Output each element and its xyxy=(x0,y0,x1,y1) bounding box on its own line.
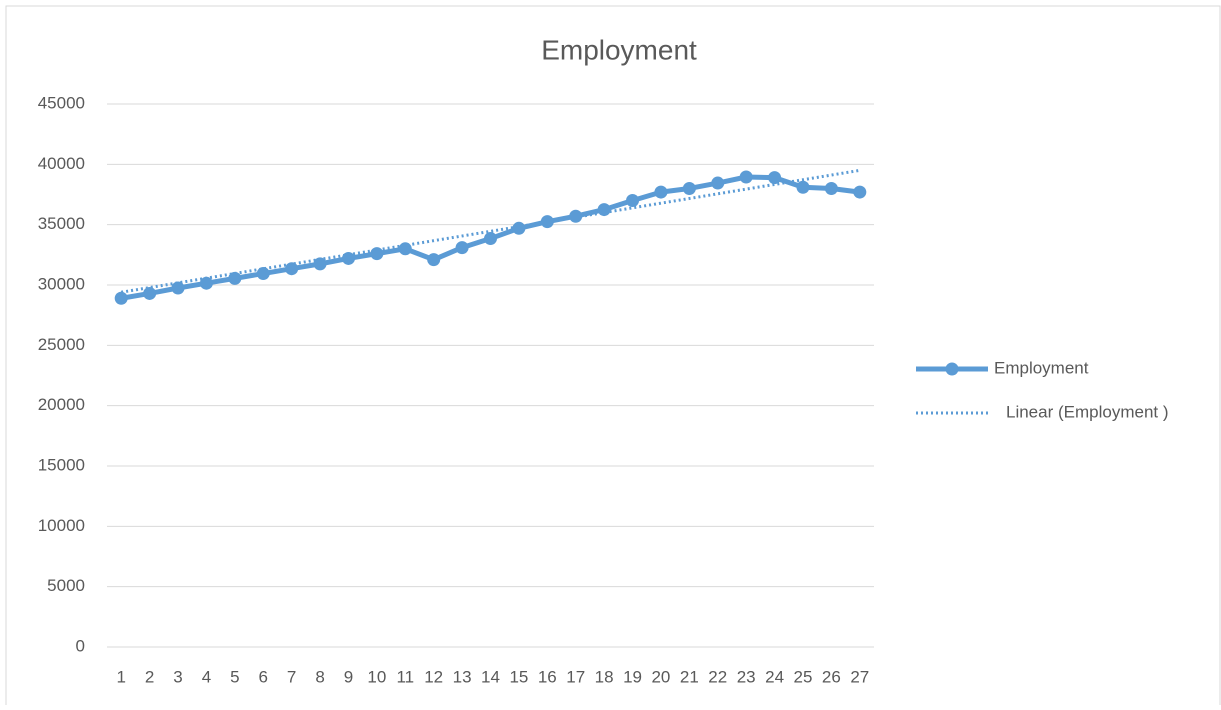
x-tick-label: 23 xyxy=(737,667,756,686)
y-tick-label: 10000 xyxy=(38,516,85,535)
point xyxy=(598,203,611,216)
x-tick-label: 25 xyxy=(794,667,813,686)
x-tick-label: 1 xyxy=(116,667,125,686)
x-tick-label: 17 xyxy=(566,667,585,686)
point xyxy=(853,186,866,199)
x-tick-label: 12 xyxy=(424,667,443,686)
x-tick-label: 21 xyxy=(680,667,699,686)
point xyxy=(825,182,838,195)
point xyxy=(740,171,753,184)
x-tick-label: 24 xyxy=(765,667,784,686)
point xyxy=(399,242,412,255)
point xyxy=(285,262,298,275)
point xyxy=(200,277,213,290)
y-tick-label: 20000 xyxy=(38,395,85,414)
point xyxy=(456,241,469,254)
legend-label: Employment xyxy=(994,358,1089,377)
x-tick-label: 13 xyxy=(453,667,472,686)
x-tick-label: 10 xyxy=(367,667,386,686)
x-tick-label: 7 xyxy=(287,667,296,686)
y-tick-label: 30000 xyxy=(38,274,85,293)
x-tick-label: 9 xyxy=(344,667,353,686)
x-tick-label: 27 xyxy=(850,667,869,686)
point xyxy=(626,194,639,207)
x-tick-label: 8 xyxy=(315,667,324,686)
point xyxy=(427,253,440,266)
point xyxy=(342,252,355,265)
chart-title: Employment xyxy=(541,34,697,65)
x-tick-label: 20 xyxy=(651,667,670,686)
y-tick-label: 0 xyxy=(76,636,85,655)
point xyxy=(257,267,270,280)
point xyxy=(172,282,185,295)
x-tick-label: 26 xyxy=(822,667,841,686)
point xyxy=(683,182,696,195)
legend-marker xyxy=(946,363,959,376)
point xyxy=(314,257,327,270)
chart: Employment 0 5000 10000 15000 20000 25000 3000… xyxy=(0,0,1221,705)
x-tick-label: 16 xyxy=(538,667,557,686)
x-tick-label: 14 xyxy=(481,667,500,686)
y-tick-label: 45000 xyxy=(38,93,85,112)
point xyxy=(370,247,383,260)
point xyxy=(143,287,156,300)
x-tick-label: 15 xyxy=(509,667,528,686)
x-tick-label: 3 xyxy=(173,667,182,686)
x-tick-label: 6 xyxy=(259,667,268,686)
y-tick-label: 35000 xyxy=(38,214,85,233)
chart-border xyxy=(6,6,1220,705)
y-tick-label: 15000 xyxy=(38,455,85,474)
point xyxy=(569,210,582,223)
x-tick-label: 11 xyxy=(396,667,414,686)
x-tick-label: 5 xyxy=(230,667,239,686)
x-tick-label: 19 xyxy=(623,667,642,686)
y-tick-label: 40000 xyxy=(38,154,85,173)
y-tick-label: 25000 xyxy=(38,335,85,354)
point xyxy=(115,292,128,305)
legend-label: Linear (Employment ) xyxy=(1006,402,1169,421)
y-tick-label: 5000 xyxy=(47,576,85,595)
point xyxy=(228,272,241,285)
point xyxy=(541,215,554,228)
x-tick-label: 22 xyxy=(708,667,727,686)
point xyxy=(512,222,525,235)
x-tick-label: 18 xyxy=(595,667,614,686)
point xyxy=(768,171,781,184)
point xyxy=(711,177,724,190)
point xyxy=(796,181,809,194)
x-tick-label: 4 xyxy=(202,667,211,686)
x-tick-label: 2 xyxy=(145,667,154,686)
point xyxy=(654,186,667,199)
point xyxy=(484,232,497,245)
